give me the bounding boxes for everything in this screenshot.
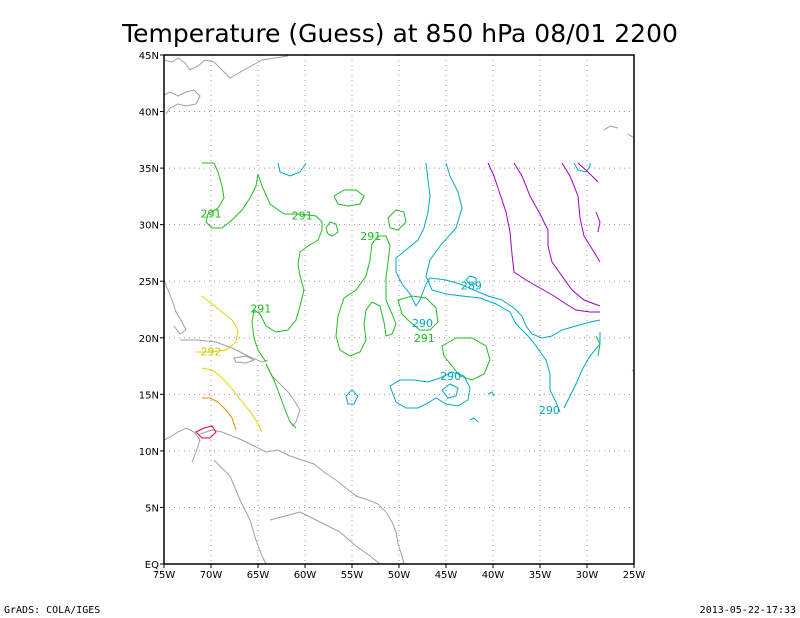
x-tick-label: 65W <box>247 570 270 581</box>
contour-labels: 291 291 291 291 291 292 289 290 290 290 <box>201 207 560 417</box>
y-tick-label: 5N <box>145 503 159 514</box>
x-tick-label: 25W <box>623 570 646 581</box>
contour-lines <box>195 162 601 439</box>
contour-line <box>195 425 217 439</box>
contour-line <box>277 162 307 177</box>
contour-line <box>333 189 365 207</box>
contour-line <box>469 417 479 423</box>
contour-line <box>397 295 439 331</box>
contour-line <box>202 397 237 431</box>
coastline-segment <box>163 55 289 79</box>
contour-line <box>389 371 471 409</box>
contour-line <box>465 275 477 285</box>
coastline-segment <box>213 459 267 565</box>
contour-line <box>387 209 407 231</box>
y-tick-label: EQ <box>145 560 159 571</box>
contour-label: 291 <box>414 332 435 345</box>
contour-line <box>202 162 323 363</box>
contour-line <box>595 211 601 233</box>
contour-label: 289 <box>461 280 482 293</box>
contour-line <box>563 332 601 409</box>
x-tick-label: 35W <box>529 570 552 581</box>
y-axis: EQ 5N 10N 15N 20N 25N 30N 35N 40N 45N <box>139 51 164 571</box>
coastline <box>163 55 635 565</box>
contour-line <box>395 162 601 339</box>
coastline-segment <box>269 511 381 565</box>
contour-line <box>513 162 601 307</box>
contour-label: 291 <box>201 207 222 220</box>
x-tick-label: 30W <box>576 570 599 581</box>
contour-label: 291 <box>292 210 313 223</box>
footer-right: 2013-05-22-17:33 <box>700 605 796 616</box>
y-tick-label: 30N <box>139 221 159 232</box>
contour-line <box>196 295 239 353</box>
contour-label: 290 <box>412 317 433 330</box>
coastline-segment <box>233 355 256 364</box>
grid <box>164 55 634 564</box>
contour-line <box>487 162 600 313</box>
coastline-segment <box>199 429 405 565</box>
chart-title: Temperature (Guess) at 850 hPa 08/01 220… <box>121 19 678 48</box>
x-tick-label: 45W <box>435 570 458 581</box>
contour-line <box>201 367 263 433</box>
contour-line <box>573 162 591 173</box>
contour-line <box>441 383 459 399</box>
contour-line <box>561 162 601 263</box>
y-tick-label: 45N <box>139 51 159 62</box>
contour-line <box>345 389 359 405</box>
contour-line <box>335 235 397 357</box>
x-tick-label: 70W <box>200 570 223 581</box>
contour-line <box>441 337 491 381</box>
coastline-segment <box>627 133 635 139</box>
contour-label: 291 <box>250 302 271 315</box>
y-tick-label: 35N <box>139 164 159 175</box>
x-tick-label: 50W <box>388 570 411 581</box>
coastline-segment <box>163 427 201 463</box>
contour-label: 290 <box>539 404 560 417</box>
x-axis: 75W 70W 65W 60W 55W 50W 45W 40W 35W 30W 25W <box>153 564 646 581</box>
contour-label: 290 <box>440 370 461 383</box>
coastline-segment <box>163 89 201 115</box>
contour-line <box>487 391 495 397</box>
footer-left: GrADS: COLA/IGES <box>4 605 100 616</box>
x-tick-label: 75W <box>153 570 176 581</box>
x-tick-label: 60W <box>294 570 317 581</box>
contour-label: 292 <box>201 345 222 358</box>
y-tick-label: 10N <box>139 447 159 458</box>
y-tick-label: 40N <box>139 108 159 119</box>
contour-line <box>577 162 599 183</box>
contour-line <box>325 221 339 237</box>
contour-line <box>425 162 561 413</box>
x-tick-label: 40W <box>482 570 505 581</box>
x-tick-label: 55W <box>341 570 364 581</box>
y-tick-label: 25N <box>139 277 159 288</box>
contour-label: 291 <box>360 230 381 243</box>
coastline-segment <box>265 363 301 427</box>
y-tick-label: 20N <box>139 334 159 345</box>
coastline-segment <box>180 339 269 363</box>
coastline-segment <box>163 279 187 335</box>
y-tick-label: 15N <box>139 390 159 401</box>
contour-line <box>265 363 297 429</box>
coastline-segment <box>603 125 619 131</box>
